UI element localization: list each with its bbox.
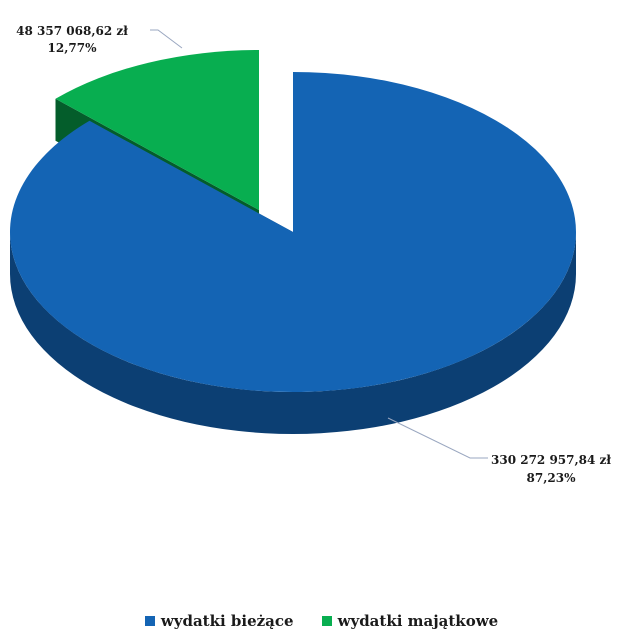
data-label-value-biezace: 330 272 957,84 zł xyxy=(491,453,611,467)
pie-slice-side-0-0 xyxy=(10,232,576,434)
legend-swatch-biezace xyxy=(144,616,155,626)
data-label-value-majatkowe: 48 357 068,62 zł xyxy=(16,24,128,38)
data-label-percent-biezace: 87,23% xyxy=(527,471,577,485)
pie-slices xyxy=(10,50,576,434)
pie-slice-biezace xyxy=(10,72,576,393)
leader-line-biezace xyxy=(387,417,488,459)
data-label-percent-majatkowe: 12,77% xyxy=(48,41,98,55)
legend: wydatki bieżące wydatki majątkowe xyxy=(0,612,643,630)
legend-item-majatkowe: wydatki majątkowe xyxy=(321,612,499,630)
legend-label-biezace: wydatki bieżące xyxy=(160,612,294,630)
legend-swatch-majatkowe xyxy=(321,616,332,626)
legend-label-majatkowe: wydatki majątkowe xyxy=(337,612,499,630)
leader-line-majatkowe xyxy=(150,29,183,49)
legend-item-biezace: wydatki bieżące xyxy=(144,612,294,630)
leader-lines xyxy=(150,29,488,459)
pie-slice-majatkowe xyxy=(55,50,260,210)
